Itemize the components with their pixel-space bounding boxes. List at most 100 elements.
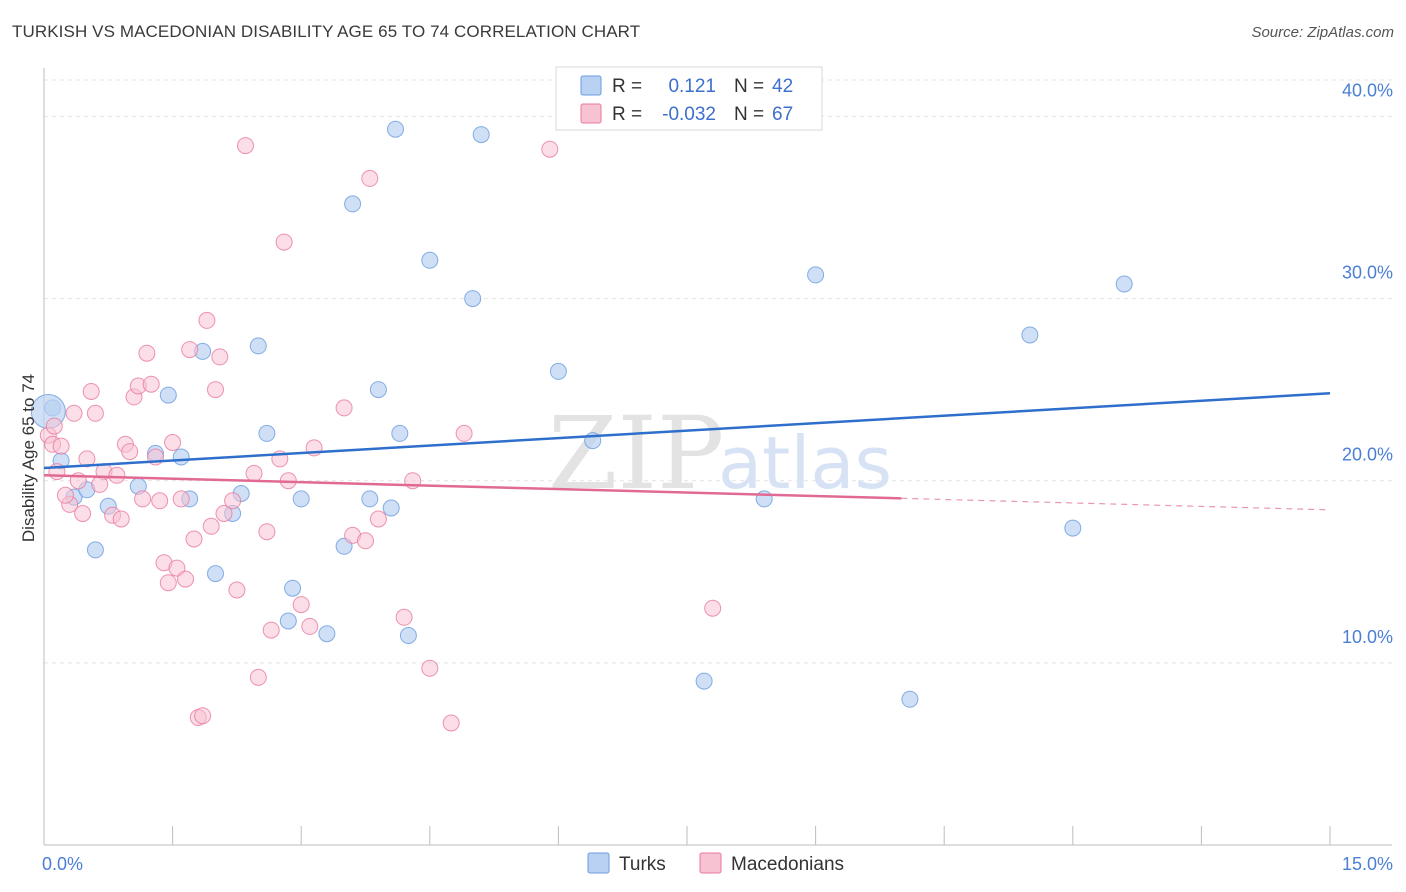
legend-swatch-macedonians bbox=[580, 103, 602, 124]
turks-point-40 bbox=[1115, 275, 1133, 293]
macedonians-point-32 bbox=[198, 311, 216, 329]
macedonians-point-23 bbox=[159, 574, 177, 592]
bottom-legend-label-macedonians: Macedonians bbox=[731, 854, 844, 875]
turks-point-23 bbox=[361, 490, 379, 508]
x-tick-label-1: 15.0% bbox=[1342, 854, 1393, 874]
turks-point-15 bbox=[249, 337, 267, 355]
macedonians-point-9 bbox=[82, 383, 100, 400]
macedonians-point-24 bbox=[164, 434, 182, 451]
macedonians-point-43 bbox=[262, 621, 280, 639]
macedonians-point-37 bbox=[224, 492, 242, 510]
macedonians-point-63 bbox=[134, 490, 152, 508]
bottom-legend-label-turks: Turks bbox=[619, 854, 666, 875]
turks-point-19 bbox=[292, 490, 310, 508]
macedonians-point-61 bbox=[704, 599, 722, 617]
macedonians-point-64 bbox=[91, 475, 109, 493]
macedonians-point-29 bbox=[185, 530, 203, 548]
macedonians-point-34 bbox=[207, 381, 224, 399]
macedonians-point-13 bbox=[108, 466, 126, 484]
watermark-atlas: atlas bbox=[718, 421, 892, 505]
macedonians-point-58 bbox=[442, 714, 460, 732]
turks-point-39 bbox=[1064, 519, 1082, 537]
macedonians-point-42 bbox=[258, 523, 276, 541]
stats-legend: R = 0.121 N = 42 R = -0.032 N = 67 bbox=[555, 66, 823, 131]
macedonians-trend-line bbox=[43, 474, 902, 500]
chart-title: TURKISH VS MACEDONIAN DISABILITY AGE 65 … bbox=[12, 22, 641, 41]
macedonians-point-38 bbox=[228, 581, 246, 599]
legend-n-label-macedonians: N = bbox=[734, 104, 764, 125]
turks-point-12 bbox=[207, 565, 224, 583]
macedonians-point-54 bbox=[369, 510, 387, 528]
macedonians-point-52 bbox=[357, 532, 374, 550]
macedonians-point-40 bbox=[245, 464, 263, 482]
legend-n-value-turks: 42 bbox=[772, 76, 793, 97]
y-tick-label-1: 20.0% bbox=[1342, 445, 1393, 465]
turks-point-17 bbox=[279, 612, 297, 630]
macedonians-point-45 bbox=[275, 233, 293, 251]
legend-r-value-turks: 0.121 bbox=[668, 76, 716, 97]
macedonians-point-16 bbox=[121, 443, 139, 461]
turks-point-20 bbox=[318, 625, 336, 643]
macedonians-point-26 bbox=[172, 490, 190, 508]
turks-point-29 bbox=[421, 251, 439, 269]
turks-point-37 bbox=[901, 690, 919, 708]
macedonians-point-8 bbox=[78, 450, 96, 468]
turks-point-22 bbox=[344, 195, 362, 213]
trend-lines bbox=[43, 392, 1331, 511]
legend-r-label-turks: R = bbox=[612, 76, 642, 97]
turks-point-18 bbox=[284, 579, 302, 597]
macedonians-point-57 bbox=[421, 659, 439, 677]
legend-n-value-macedonians: 67 bbox=[772, 104, 793, 125]
turks-point-38 bbox=[1021, 326, 1039, 344]
macedonians-point-3 bbox=[52, 437, 70, 455]
macedonians-point-20 bbox=[142, 375, 160, 393]
macedonians-point-7 bbox=[74, 505, 92, 522]
macedonians-point-33 bbox=[202, 517, 220, 535]
x-tick-label-0: 0.0% bbox=[42, 854, 83, 874]
macedonians-point-47 bbox=[292, 596, 310, 614]
x-tick-labels: 0.0% 15.0% bbox=[42, 854, 1393, 874]
turks-point-9 bbox=[172, 448, 190, 466]
y-tick-label-0: 10.0% bbox=[1342, 627, 1393, 647]
macedonians-trend-line-extrapolated bbox=[901, 497, 1331, 511]
legend-n-label-turks: N = bbox=[734, 76, 764, 97]
legend-swatch-turks bbox=[580, 75, 602, 96]
macedonians-point-59 bbox=[455, 424, 473, 442]
turks-point-34 bbox=[695, 672, 713, 690]
macedonians-point-50 bbox=[335, 399, 353, 417]
macedonians-point-65 bbox=[151, 492, 169, 510]
bottom-legend-swatch-turks bbox=[587, 852, 610, 874]
turks-point-8 bbox=[159, 386, 177, 404]
y-tick-label-2: 30.0% bbox=[1342, 263, 1393, 283]
macedonians-point-62 bbox=[56, 486, 74, 504]
source-label: Source: ZipAtlas.com bbox=[1251, 24, 1394, 41]
bottom-legend-swatch-macedonians bbox=[699, 852, 722, 874]
macedonians-point-35 bbox=[211, 348, 229, 366]
macedonians-point-27 bbox=[177, 570, 194, 588]
turks-point-36 bbox=[807, 266, 825, 284]
y-tick-labels: 10.0% 20.0% 30.0% 40.0% bbox=[1342, 80, 1393, 646]
axes bbox=[43, 68, 1392, 846]
turks-point-24 bbox=[369, 381, 387, 399]
macedonians-point-48 bbox=[301, 617, 319, 635]
macedonians-point-41 bbox=[249, 668, 267, 686]
macedonians-point-66 bbox=[45, 417, 63, 435]
macedonians-point-31 bbox=[194, 707, 212, 725]
macedonians-point-53 bbox=[361, 169, 379, 187]
turks-point-16 bbox=[258, 424, 276, 442]
turks-point-26 bbox=[387, 120, 404, 138]
watermark-zip: ZIP bbox=[548, 395, 724, 512]
macedonians-point-55 bbox=[395, 608, 413, 626]
macedonians-point-14 bbox=[112, 510, 130, 528]
macedonians-point-60 bbox=[541, 140, 559, 158]
macedonians-point-19 bbox=[138, 344, 156, 362]
turks-point-25 bbox=[382, 499, 400, 517]
gridlines bbox=[44, 79, 1392, 664]
macedonians-point-10 bbox=[86, 404, 104, 422]
series-legend: Turks Macedonians bbox=[587, 852, 844, 875]
legend-r-label-macedonians: R = bbox=[612, 104, 642, 125]
y-tick-label-3: 40.0% bbox=[1342, 80, 1393, 100]
turks-point-28 bbox=[399, 627, 417, 644]
legend-r-value-macedonians: -0.032 bbox=[662, 104, 716, 125]
